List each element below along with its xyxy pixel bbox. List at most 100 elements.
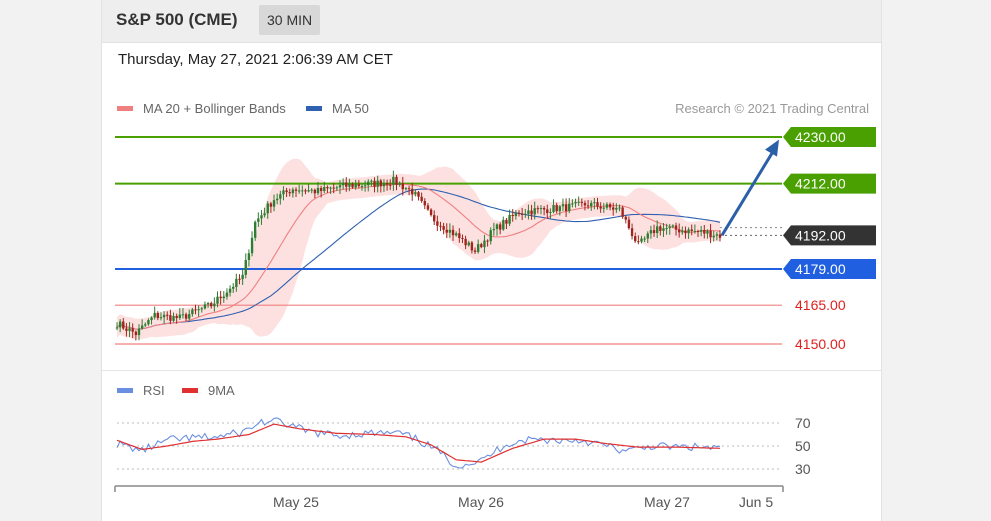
candle	[448, 223, 452, 238]
candle	[590, 200, 593, 211]
candle-body	[687, 229, 690, 234]
candle	[335, 185, 339, 191]
candle	[181, 307, 185, 319]
candle	[222, 291, 225, 303]
candle	[159, 312, 163, 321]
candle-body	[147, 320, 150, 325]
candle	[197, 305, 200, 317]
candle	[712, 230, 715, 242]
candle-body	[439, 225, 442, 227]
candle-body	[191, 309, 194, 315]
credit-text: Research © 2021 Trading Central	[675, 101, 869, 116]
level-label: 4179.00	[795, 261, 846, 277]
candle-body	[310, 189, 313, 191]
candle	[546, 204, 549, 219]
level-tag-4212.00: 4212.00	[783, 173, 876, 194]
candle	[605, 202, 609, 210]
candle-body	[184, 314, 188, 319]
candle-body	[367, 181, 370, 186]
candle	[395, 174, 398, 191]
candle-body	[568, 203, 571, 212]
candle	[351, 182, 354, 189]
candle-body	[297, 190, 301, 192]
candle-body	[363, 185, 367, 187]
price-panel: 4230.00 4212.00 4192.00 4179.00 4165.00 4150.…	[115, 127, 876, 352]
candle	[313, 188, 317, 199]
candle	[574, 198, 577, 208]
candle-body	[398, 183, 401, 186]
candle	[533, 201, 536, 220]
candle	[272, 194, 276, 212]
candle	[122, 318, 125, 330]
candle	[627, 216, 631, 230]
candle-body	[335, 187, 339, 189]
candle	[175, 313, 178, 324]
candle	[426, 203, 430, 211]
candle	[693, 224, 697, 234]
candle-body	[263, 213, 266, 216]
candle	[162, 311, 166, 324]
level-tag-4150.00: 4150.00	[795, 336, 846, 352]
candle-body	[436, 221, 439, 226]
candle	[489, 227, 492, 245]
candle-body	[178, 314, 182, 319]
candle-body	[599, 206, 602, 209]
candle-body	[539, 208, 543, 210]
candle-body	[652, 230, 656, 234]
candle-body	[612, 207, 615, 210]
candle-body	[524, 213, 527, 215]
candle-body	[649, 230, 653, 234]
candle-body	[313, 189, 317, 194]
candle	[674, 222, 678, 236]
candle	[536, 205, 540, 214]
candle	[288, 188, 291, 197]
candle	[458, 228, 461, 243]
candle	[568, 198, 571, 214]
candle-body	[426, 205, 430, 210]
candle-body	[291, 189, 295, 194]
candle-body	[244, 260, 247, 275]
candle-body	[662, 228, 665, 231]
candle-body	[561, 204, 565, 207]
timestamp: Thursday, May 27, 2021 2:06:39 AM CET	[118, 51, 393, 68]
candle-body	[241, 274, 244, 280]
candle-body	[272, 200, 276, 207]
candle-body	[445, 229, 448, 233]
candle	[360, 183, 364, 191]
candle	[301, 185, 304, 197]
candle	[668, 223, 671, 235]
x-tick-label: Jun 5	[739, 494, 773, 510]
candle	[715, 232, 719, 241]
candle	[542, 206, 546, 216]
candle	[470, 241, 474, 254]
candle	[608, 202, 612, 211]
candle	[150, 316, 153, 325]
candle	[291, 187, 295, 198]
level-label: 4192.00	[795, 227, 846, 243]
candle-body	[583, 202, 587, 206]
candle-body	[712, 235, 715, 238]
candle	[253, 220, 257, 241]
candle-body	[593, 202, 596, 204]
candle-body	[514, 212, 518, 217]
candle	[539, 205, 543, 215]
candle	[684, 226, 687, 239]
candle-body	[442, 226, 445, 230]
interval-badge[interactable]: 30 MIN	[259, 5, 321, 35]
candle	[429, 208, 433, 217]
candle	[615, 203, 618, 213]
candle-body	[275, 198, 279, 201]
candle-body	[210, 303, 213, 307]
candle	[279, 190, 282, 205]
candle-body	[621, 207, 624, 217]
x-axis: May 25 May 26 May 27 Jun 5	[114, 485, 784, 510]
candle-body	[470, 242, 474, 251]
rsi-tick-label: 30	[795, 461, 811, 477]
candle	[316, 181, 320, 196]
candle-body	[659, 226, 662, 231]
candle-body	[637, 241, 640, 243]
candle-body	[489, 230, 492, 242]
candle-body	[555, 205, 558, 212]
candle-body	[370, 180, 373, 182]
candle	[367, 179, 370, 192]
